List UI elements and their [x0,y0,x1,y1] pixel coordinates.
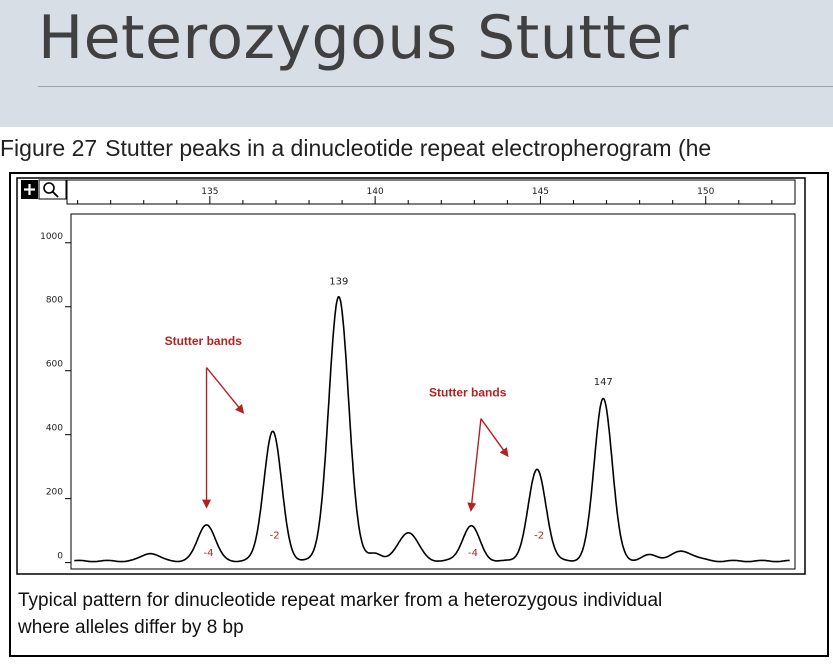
x-tick-label: 135 [201,187,218,197]
y-tick-label: 0 [57,552,63,562]
peak-label: 139 [329,276,348,287]
figure-note-line-1: Typical pattern for dinucleotide repeat … [18,590,663,611]
stutter-bands-label: Stutter bands [429,385,507,399]
y-tick-label: 200 [46,488,63,498]
figure-label: Figure 27 [0,135,98,161]
slide-header: Heterozygous Stutter [0,0,833,127]
y-tick-label: 800 [46,296,63,306]
y-axis-ticks [65,242,71,564]
electropherogram-chart: 135 140 145 150 0 200 400 600 800 1000 139 147 -4… [16,177,806,575]
magnifier-icon [43,182,59,198]
signal-trace [74,295,790,563]
peak-labels: 139 147 [329,276,613,388]
title-divider [38,86,833,87]
x-tick-label: 150 [697,187,714,197]
ruler-labels: 135 140 145 150 [201,187,714,197]
figure-caption-text: Stutter peaks in a dinucleotide repeat e… [105,135,712,161]
electropherogram-figure: 135 140 145 150 0 200 400 600 800 1000 139 147 -4… [9,172,829,657]
y-tick-label: 1000 [40,232,63,242]
stutter-bands-label: Stutter bands [165,334,243,348]
ruler-ticks [77,196,773,204]
figure-note: Typical pattern for dinucleotide repeat … [18,587,823,641]
zoom-tool-button[interactable] [21,180,38,199]
ruler-bar [66,179,796,205]
slide-title: Heterozygous Stutter [38,3,689,73]
stutter-annotations: Stutter bands Stutter bands [165,334,509,512]
plus-icon [24,184,35,195]
figure-caption: Figure 27 Stutter peaks in a dinucleotide… [0,131,711,165]
magnify-tool-button[interactable] [38,179,67,200]
stutter-labels: -4 -2 -4 -2 [204,531,545,560]
stutter-offset-label: -2 [270,531,280,542]
x-tick-label: 140 [367,187,384,197]
stutter-arrow [467,418,482,512]
stutter-offset-label: -4 [204,548,214,559]
y-tick-label: 600 [46,360,63,370]
stutter-arrow [206,367,245,414]
y-tick-label: 400 [46,424,63,434]
x-tick-label: 145 [532,187,549,197]
figure-note-line-2: where alleles differ by 8 bp [18,617,244,638]
plot-border [70,213,796,570]
stutter-offset-label: -2 [534,531,544,542]
y-axis-tick-labels: 0 200 400 600 800 1000 [40,232,63,562]
stutter-arrow [480,418,509,458]
chart-outer-border [16,177,806,575]
stutter-offset-label: -4 [468,548,478,559]
peak-label: 147 [594,377,613,388]
